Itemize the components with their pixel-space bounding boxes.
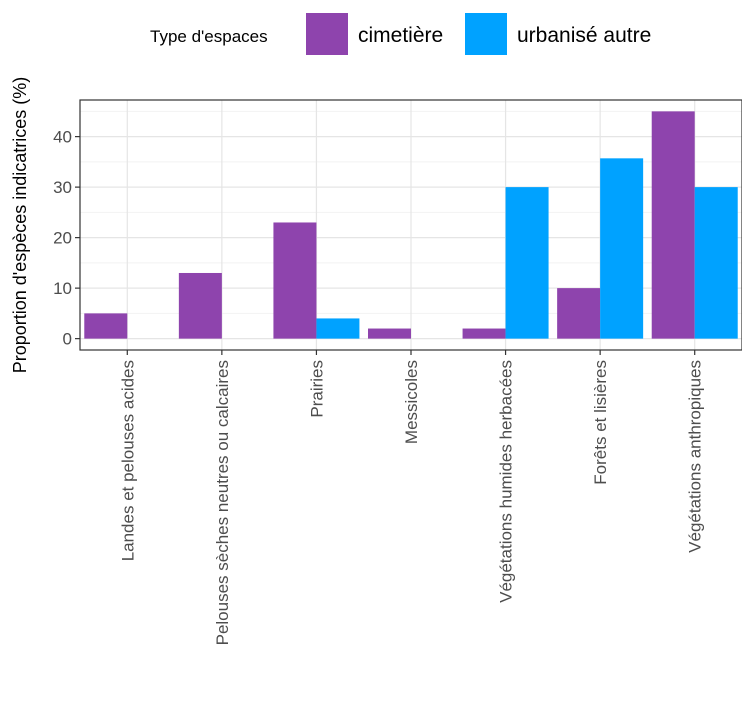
legend-label: urbanisé autre bbox=[517, 24, 651, 47]
bar-cimetiere bbox=[368, 328, 411, 339]
x-tick-label: Pelouses sèches neutres ou calcaires bbox=[213, 360, 232, 645]
bar-cimetiere bbox=[273, 222, 317, 339]
plot-panel bbox=[79, 99, 742, 351]
x-tick-label: Végétations anthropiques bbox=[686, 360, 705, 553]
legend-title: Type d'espaces bbox=[150, 27, 268, 46]
y-tick-label: 40 bbox=[53, 128, 72, 147]
x-tick-label: Landes et pelouses acides bbox=[118, 360, 137, 561]
bar-cimetiere bbox=[651, 111, 695, 339]
y-axis-title: Proportion d'espèces indicatrices (%) bbox=[10, 77, 30, 374]
legend-key-cimetiere bbox=[306, 13, 348, 55]
y-tick-label: 20 bbox=[53, 229, 72, 248]
bar-cimetiere bbox=[462, 328, 506, 339]
y-tick-label: 0 bbox=[63, 330, 72, 349]
x-tick-label: Prairies bbox=[307, 360, 326, 418]
bar-urbanise-autre bbox=[316, 318, 360, 339]
bar-urbanise-autre bbox=[600, 158, 644, 339]
y-tick-label: 10 bbox=[53, 279, 72, 298]
bar-cimetiere bbox=[557, 288, 601, 339]
bars bbox=[84, 111, 738, 339]
x-tick-label: Forêts et lisières bbox=[591, 360, 610, 485]
bar-urbanise-autre bbox=[505, 187, 549, 339]
legend-key-urbanise-autre bbox=[465, 13, 507, 55]
bar-urbanise-autre bbox=[694, 187, 738, 339]
bar-cimetiere bbox=[84, 313, 128, 339]
legend: Type d'espaces cimetière urbanisé autre bbox=[150, 13, 651, 55]
legend-label: cimetière bbox=[358, 24, 443, 47]
x-tick-label: Messicoles bbox=[402, 360, 421, 444]
x-tick-label: Végétations humides herbacées bbox=[497, 360, 516, 603]
bar-cimetiere bbox=[178, 272, 222, 339]
y-tick-label: 30 bbox=[53, 178, 72, 197]
